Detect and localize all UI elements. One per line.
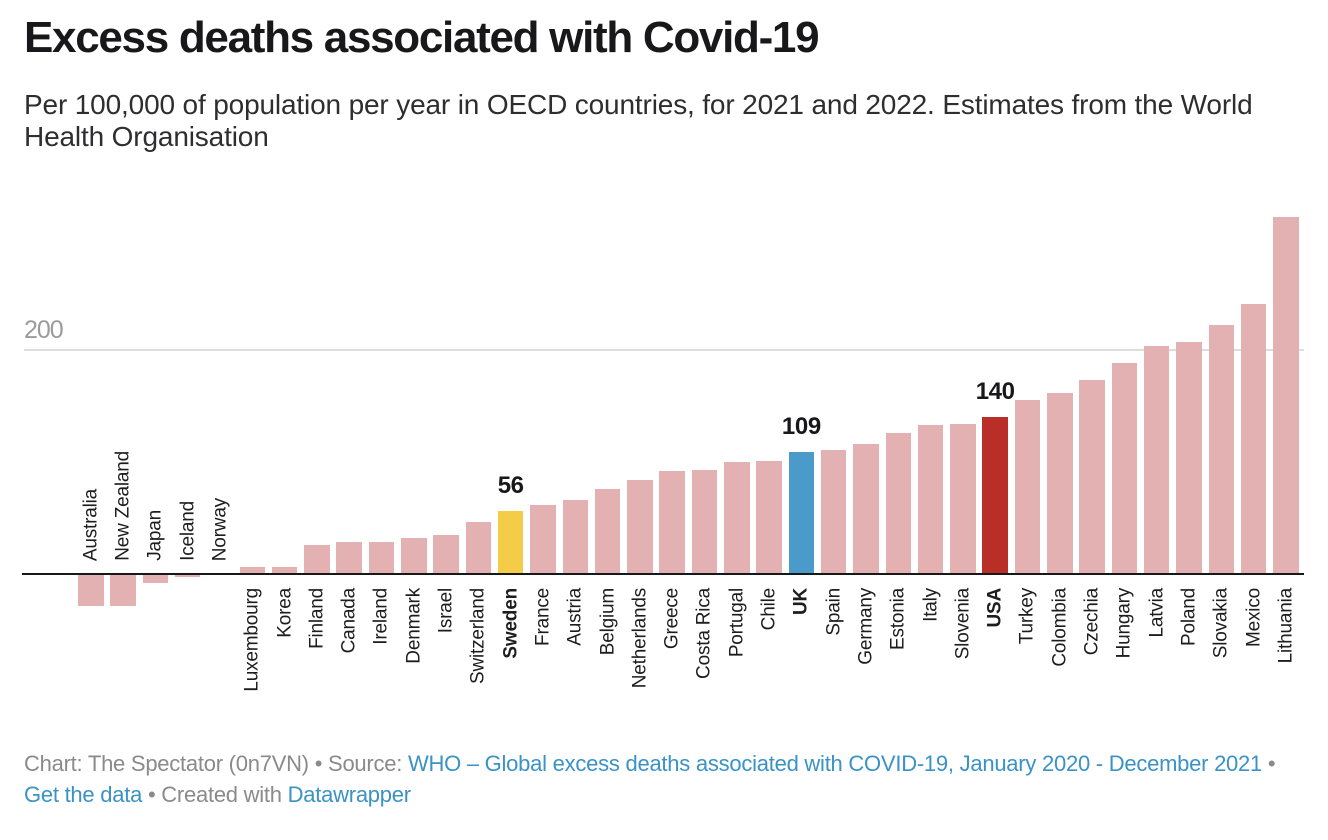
bar-belgium — [594, 488, 621, 575]
bar-colombia — [1047, 393, 1073, 575]
category-label-australia: Australia — [80, 488, 102, 561]
bar-slovenia — [950, 423, 976, 575]
bar-chile — [756, 460, 782, 575]
category-label-czechia: Czechia — [1081, 588, 1103, 656]
category-label-poland: Poland — [1178, 588, 1200, 646]
category-label-norway: Norway — [209, 497, 231, 561]
category-label-lithuania: Lithuania — [1275, 588, 1297, 664]
category-label-ireland: Ireland — [370, 588, 392, 645]
bar-latvia — [1143, 346, 1170, 575]
bar-japan — [142, 574, 169, 584]
bar-estonia — [885, 432, 911, 575]
category-label-turkey: Turkey — [1016, 588, 1038, 645]
bar-ireland — [368, 541, 395, 575]
category-label-greece: Greece — [661, 588, 683, 650]
category-label-colombia: Colombia — [1049, 588, 1071, 667]
bar-mexico — [1240, 303, 1267, 575]
bar-hungary — [1111, 363, 1138, 575]
category-label-new-zealand: New Zealand — [112, 451, 134, 561]
category-label-estonia: Estonia — [887, 588, 909, 650]
category-label-hungary: Hungary — [1113, 588, 1135, 659]
bar-sweden — [497, 511, 524, 575]
category-label-netherlands: Netherlands — [629, 588, 651, 689]
category-label-finland: Finland — [306, 588, 328, 649]
source-link[interactable]: WHO – Global excess deaths associated wi… — [407, 751, 1263, 776]
category-label-iceland: Iceland — [177, 501, 199, 561]
category-label-denmark: Denmark — [403, 588, 425, 664]
bar-czechia — [1079, 379, 1105, 575]
category-label-latvia: Latvia — [1146, 588, 1168, 638]
category-label-costa-rica: Costa Rica — [693, 588, 715, 679]
category-label-slovenia: Slovenia — [952, 588, 974, 660]
bar-israel — [433, 534, 459, 575]
footer-text: • Created with — [142, 782, 288, 807]
bar-italy — [917, 424, 944, 575]
gridline-200 — [24, 349, 1304, 351]
x-axis-line — [22, 572, 1304, 576]
footer-text: • — [1262, 751, 1276, 776]
bar-austria — [562, 500, 588, 575]
y-axis-tick-200: 200 — [24, 315, 64, 344]
chart-description-line-2: Health Organisation — [24, 121, 269, 152]
bar-luxembourg — [239, 567, 265, 575]
value-annotation-sweden: 56 — [497, 472, 524, 500]
bar-uk — [788, 451, 815, 575]
category-label-switzerland: Switzerland — [467, 588, 489, 685]
category-label-luxembourg: Luxembourg — [241, 588, 263, 692]
category-label-germany: Germany — [855, 588, 877, 665]
category-label-italy: Italy — [920, 588, 942, 622]
get-the-data-link[interactable]: Get the data — [24, 782, 143, 807]
bar-portugal — [724, 461, 750, 575]
category-label-canada: Canada — [338, 588, 360, 654]
category-label-slovakia: Slovakia — [1210, 588, 1232, 659]
value-annotation-uk: 109 — [781, 412, 821, 440]
chart-description-line-1: Per 100,000 of population per year in OE… — [24, 89, 1253, 120]
category-label-usa: USA — [984, 588, 1006, 628]
bar-germany — [853, 443, 879, 575]
category-label-israel: Israel — [435, 588, 457, 634]
value-annotation-usa: 140 — [975, 377, 1015, 405]
category-label-belgium: Belgium — [597, 588, 619, 656]
bar-spain — [820, 449, 847, 575]
category-label-uk: UK — [790, 588, 812, 616]
category-label-mexico: Mexico — [1243, 588, 1265, 647]
bar-greece — [659, 470, 685, 575]
category-label-korea: Korea — [274, 588, 296, 638]
bar-slovakia — [1208, 324, 1234, 575]
footer-text: Chart: The Spectator (0n7VN) • Source: — [24, 751, 408, 776]
datawrapper-link[interactable]: Datawrapper — [287, 782, 411, 807]
bar-turkey — [1014, 400, 1041, 575]
category-label-france: France — [532, 588, 554, 646]
bar-usa — [982, 416, 1008, 575]
chart-description: Per 100,000 of population per year in OE… — [24, 89, 1253, 153]
category-label-portugal: Portugal — [726, 588, 748, 658]
bar-switzerland — [465, 522, 492, 575]
bar-lithuania — [1273, 217, 1299, 575]
bar-korea — [271, 567, 298, 575]
bar-costa-rica — [691, 469, 718, 575]
bar-canada — [336, 541, 362, 575]
bar-iceland — [174, 574, 201, 578]
bar-australia — [78, 574, 104, 606]
chart-title: Excess deaths associated with Covid-19 — [24, 13, 820, 62]
bar-finland — [304, 544, 330, 575]
category-label-chile: Chile — [758, 588, 780, 631]
category-label-spain: Spain — [823, 588, 845, 636]
bar-poland — [1176, 341, 1202, 575]
chart-footer: Chart: The Spectator (0n7VN) • Source: W… — [24, 748, 1306, 810]
bar-netherlands — [627, 479, 653, 575]
bar-france — [530, 504, 556, 575]
category-label-austria: Austria — [564, 588, 586, 646]
bar-denmark — [401, 538, 427, 575]
category-label-japan: Japan — [144, 510, 166, 561]
bar-new-zealand — [110, 574, 136, 606]
category-label-sweden: Sweden — [500, 588, 522, 659]
